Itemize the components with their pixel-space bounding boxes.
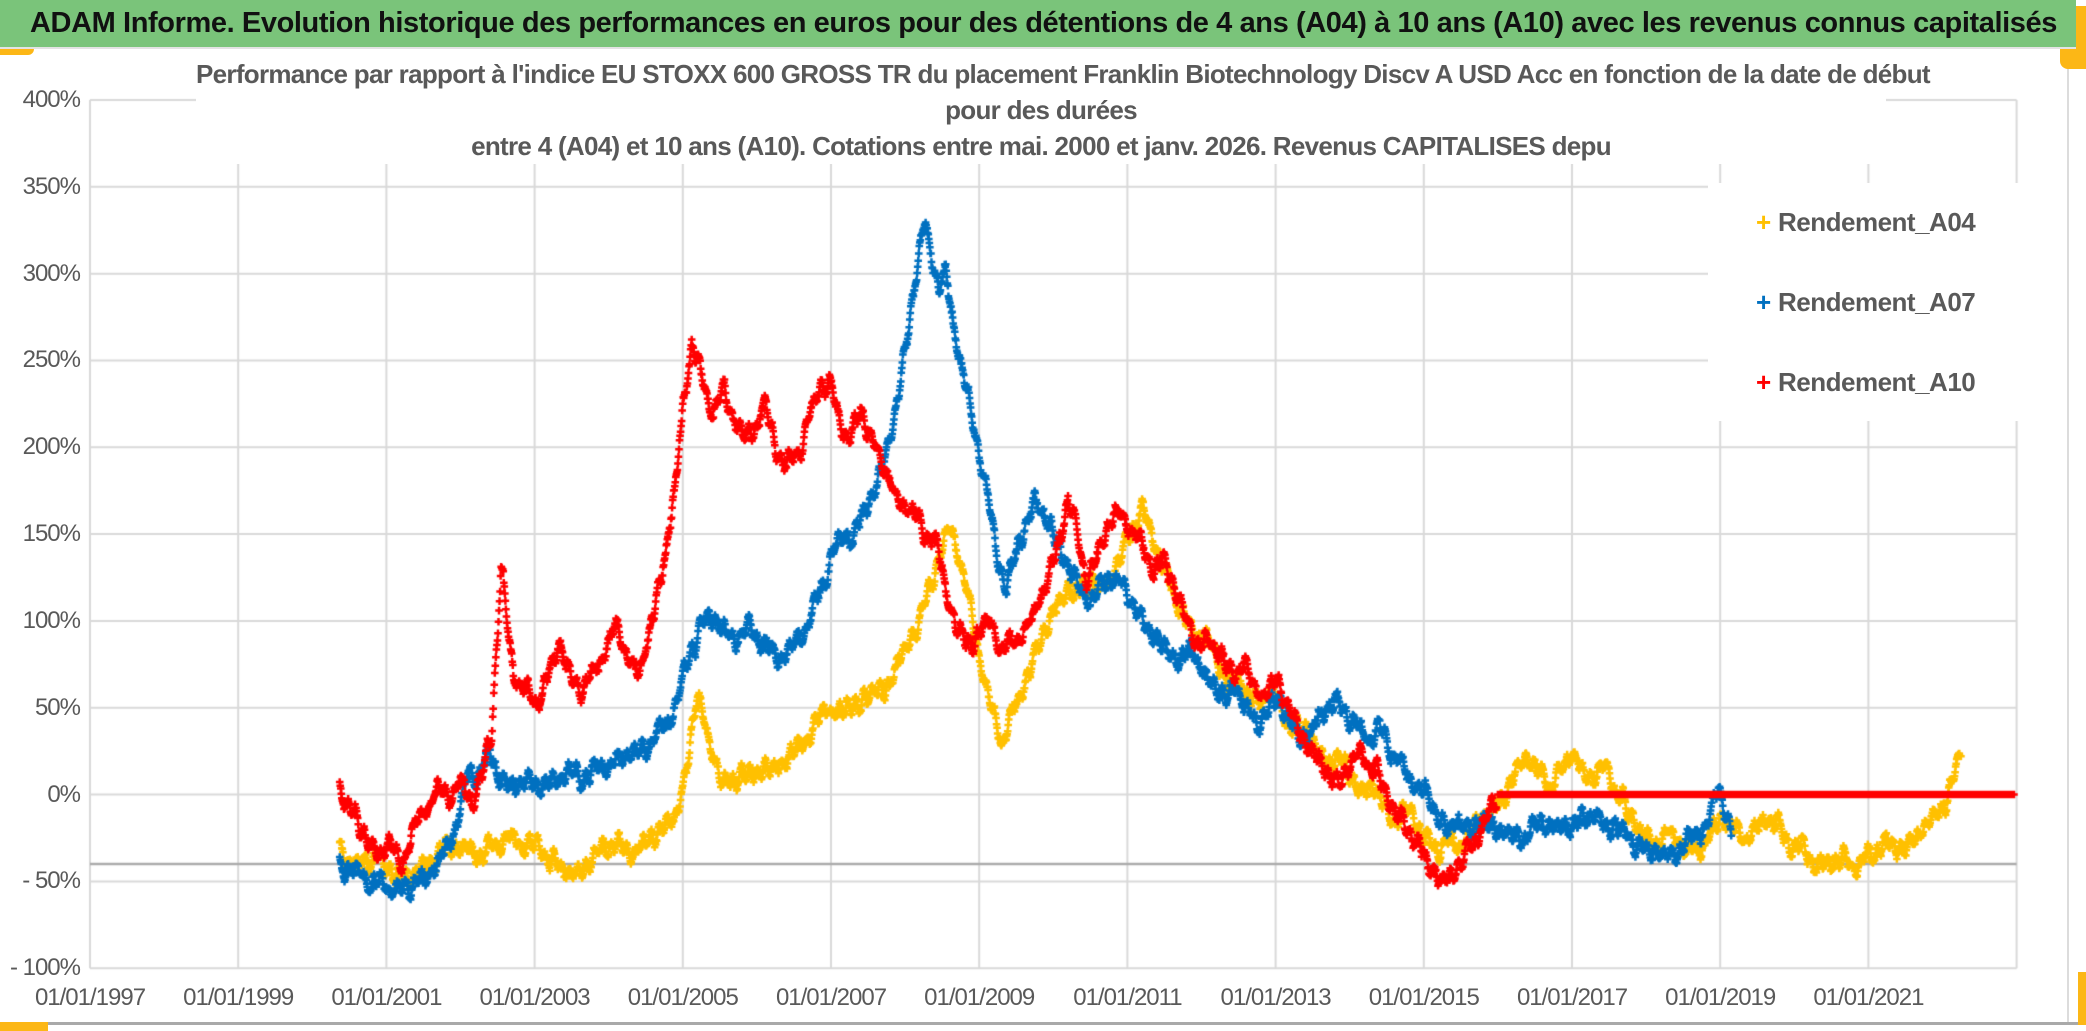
plus-marker-icon: + bbox=[1756, 287, 1772, 317]
x-axis-label: 01/01/2005 bbox=[627, 984, 739, 1011]
frame-accent-bottom-left bbox=[0, 1022, 48, 1031]
chart-title-line-2: pour des durées bbox=[945, 95, 1137, 125]
y-axis-label: 0% bbox=[47, 780, 81, 808]
x-axis-label: 01/01/2003 bbox=[479, 984, 591, 1011]
x-axis-label: 01/01/1999 bbox=[183, 984, 294, 1011]
y-axis-label: - 100% bbox=[9, 954, 81, 982]
y-axis-label: 350% bbox=[22, 172, 81, 200]
y-axis-label: 400% bbox=[22, 86, 81, 113]
legend-item-rendement_a07[interactable]: + Rendement_A07 bbox=[1708, 285, 2064, 319]
x-axis-label: 01/01/2007 bbox=[775, 984, 887, 1011]
y-axis-label: 150% bbox=[22, 520, 81, 548]
plus-marker-icon: + bbox=[1756, 207, 1772, 237]
legend-label: Rendement_A04 bbox=[1778, 207, 1976, 237]
legend: + Rendement_A04 + Rendement_A07 + Rendement_A… bbox=[1708, 183, 2064, 421]
x-axis-label: 01/01/2009 bbox=[924, 984, 1035, 1011]
legend-item-rendement_a10[interactable]: + Rendement_A10 bbox=[1708, 365, 2064, 399]
y-axis-label: - 50% bbox=[22, 867, 81, 895]
chart-title-line-3: entre 4 (A04) et 10 ans (A10). Cotations… bbox=[471, 131, 1611, 161]
y-axis-label: 300% bbox=[22, 259, 81, 287]
frame-accent-top-right bbox=[2060, 47, 2086, 69]
chart-title-line-1: Performance par rapport à l'indice EU ST… bbox=[196, 59, 1931, 89]
chart-title: Performance par rapport à l'indice EU ST… bbox=[196, 56, 1931, 164]
page-title: ADAM Informe. Evolution historique des p… bbox=[30, 7, 2057, 39]
x-axis-label: 01/01/2013 bbox=[1220, 984, 1332, 1011]
frame-accent-top-right-edge bbox=[2076, 6, 2086, 47]
y-axis-label: 100% bbox=[22, 606, 81, 634]
legend-label: Rendement_A07 bbox=[1778, 287, 1976, 317]
x-axis-label: 01/01/2015 bbox=[1368, 984, 1480, 1011]
x-axis-label: 01/01/2001 bbox=[331, 984, 442, 1011]
x-axis-label: 01/01/1997 bbox=[34, 984, 146, 1011]
y-axis-label: 250% bbox=[22, 346, 81, 374]
legend-label: Rendement_A10 bbox=[1778, 367, 1976, 397]
x-axis-label: 01/01/2017 bbox=[1516, 984, 1628, 1011]
legend-item-rendement_a04[interactable]: + Rendement_A04 bbox=[1708, 205, 2064, 239]
x-axis-label: 01/01/2011 bbox=[1073, 984, 1182, 1011]
x-axis-label: 01/01/2021 bbox=[1813, 984, 1924, 1011]
x-axis-label: 01/01/2019 bbox=[1665, 984, 1776, 1011]
app-header: ADAM Informe. Evolution historique des p… bbox=[0, 0, 2076, 49]
plus-marker-icon: + bbox=[1756, 367, 1772, 397]
y-axis-label: 50% bbox=[34, 693, 81, 721]
frame-accent-bottom-right bbox=[2078, 972, 2086, 1025]
frame-accent-top-left bbox=[0, 47, 34, 55]
y-axis-label: 200% bbox=[22, 433, 81, 461]
